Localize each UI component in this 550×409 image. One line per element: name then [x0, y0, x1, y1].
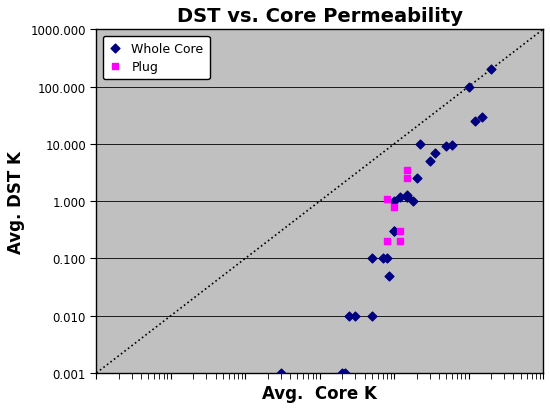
- Plug: [403, 167, 412, 174]
- Whole Core: [367, 312, 376, 319]
- Whole Core: [277, 370, 285, 376]
- Whole Core: [367, 256, 376, 262]
- Whole Core: [430, 150, 439, 157]
- X-axis label: Avg.  Core K: Avg. Core K: [262, 384, 377, 402]
- Whole Core: [395, 194, 404, 200]
- Whole Core: [477, 114, 486, 121]
- Whole Core: [464, 84, 473, 91]
- Legend: Whole Core, Plug: Whole Core, Plug: [103, 36, 210, 80]
- Whole Core: [442, 144, 450, 151]
- Plug: [403, 175, 412, 182]
- Plug: [395, 228, 404, 235]
- Whole Core: [487, 67, 496, 73]
- Whole Core: [378, 256, 387, 262]
- Whole Core: [412, 175, 421, 182]
- Whole Core: [470, 119, 479, 125]
- Whole Core: [384, 273, 393, 279]
- Plug: [390, 204, 399, 210]
- Whole Core: [403, 194, 412, 200]
- Whole Core: [448, 142, 456, 149]
- Plug: [383, 238, 392, 245]
- Plug: [395, 238, 404, 245]
- Whole Core: [390, 228, 399, 235]
- Whole Core: [345, 312, 354, 319]
- Whole Core: [351, 312, 360, 319]
- Whole Core: [383, 256, 392, 262]
- Plug: [383, 196, 392, 202]
- Whole Core: [390, 228, 399, 235]
- Whole Core: [425, 158, 434, 165]
- Whole Core: [338, 370, 346, 376]
- Whole Core: [403, 194, 412, 200]
- Whole Core: [341, 370, 350, 376]
- Whole Core: [403, 192, 412, 198]
- Whole Core: [390, 198, 399, 205]
- Title: DST vs. Core Permeability: DST vs. Core Permeability: [177, 7, 463, 26]
- Y-axis label: Avg. DST K: Avg. DST K: [7, 150, 25, 253]
- Whole Core: [409, 198, 417, 205]
- Whole Core: [415, 141, 424, 148]
